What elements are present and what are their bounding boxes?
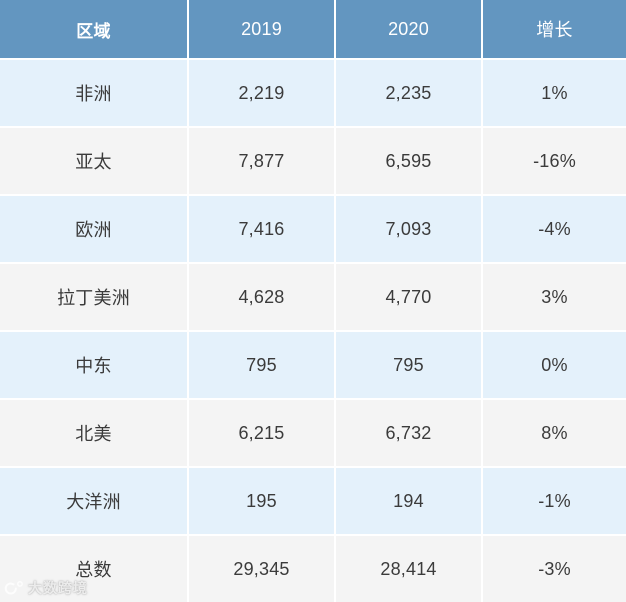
cell-growth-value: 1% [483, 60, 626, 126]
cell-region: 非洲 [0, 60, 187, 126]
cell-2020-value: 4,770 [336, 264, 481, 330]
cell-2019-value: 7,877 [189, 128, 334, 194]
column-header-region: 区域 [0, 0, 187, 58]
cell-region: 亚太 [0, 128, 187, 194]
cell-2019-value: 795 [189, 332, 334, 398]
cell-growth-value: 0% [483, 332, 626, 398]
cell-2020-value: 6,595 [336, 128, 481, 194]
cell-2019-value: 7,416 [189, 196, 334, 262]
cell-2019-total: 29,345 [189, 536, 334, 602]
cell-region-total: 总数 [0, 536, 187, 602]
cell-2020-value: 194 [336, 468, 481, 534]
cell-2020-value: 795 [336, 332, 481, 398]
cell-2020-value: 7,093 [336, 196, 481, 262]
column-header-growth: 增长 [483, 0, 626, 58]
cell-growth-value: 3% [483, 264, 626, 330]
cell-growth-total: -3% [483, 536, 626, 602]
cell-2019-value: 195 [189, 468, 334, 534]
cell-2019-value: 4,628 [189, 264, 334, 330]
cell-2019-value: 6,215 [189, 400, 334, 466]
cell-2020-value: 2,235 [336, 60, 481, 126]
cell-2019-value: 2,219 [189, 60, 334, 126]
cell-growth-value: -4% [483, 196, 626, 262]
cell-region: 欧洲 [0, 196, 187, 262]
cell-growth-value: -1% [483, 468, 626, 534]
cell-growth-value: 8% [483, 400, 626, 466]
cell-region: 中东 [0, 332, 187, 398]
cell-2020-total: 28,414 [336, 536, 481, 602]
column-header-2019: 2019 [189, 0, 334, 58]
cell-region: 拉丁美洲 [0, 264, 187, 330]
column-header-2020: 2020 [336, 0, 481, 58]
cell-2020-value: 6,732 [336, 400, 481, 466]
cell-region: 北美 [0, 400, 187, 466]
cell-region: 大洋洲 [0, 468, 187, 534]
cell-growth-value: -16% [483, 128, 626, 194]
